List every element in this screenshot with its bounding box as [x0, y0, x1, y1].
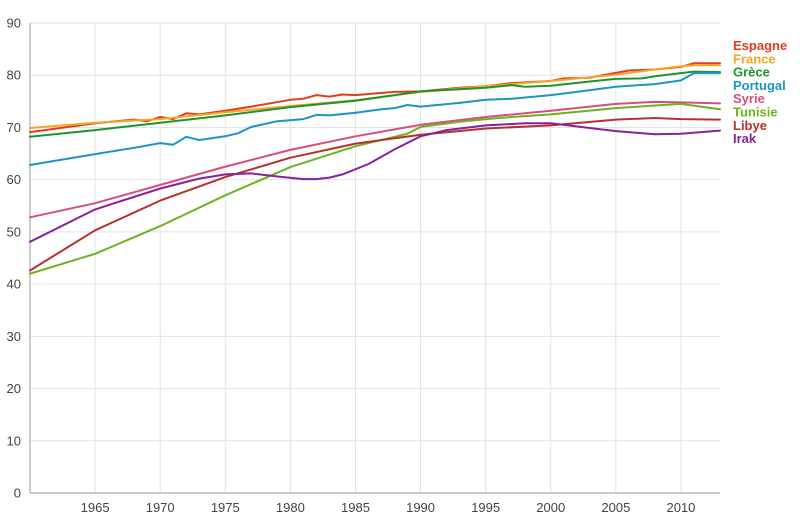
series-line-portugal	[29, 72, 721, 166]
x-tick-label: 1985	[341, 500, 370, 515]
x-tick-label: 1970	[146, 500, 175, 515]
legend-entry-libye: Libye	[733, 118, 767, 133]
x-tick-label: 1965	[81, 500, 110, 515]
y-tick-label: 10	[7, 433, 21, 448]
y-tick-label: 30	[7, 329, 21, 344]
series-line-tunisie	[29, 102, 721, 275]
x-tick-label: 1975	[211, 500, 240, 515]
axes	[29, 23, 720, 494]
y-tick-label: 40	[7, 277, 21, 292]
x-tick-label: 1990	[406, 500, 435, 515]
y-tick-label: 90	[7, 16, 21, 31]
series-lines	[29, 62, 721, 275]
y-tick-label: 70	[7, 120, 21, 135]
series-line-syrie	[29, 100, 721, 219]
x-tick-label: 1980	[276, 500, 305, 515]
legend-entry-france: France	[733, 51, 776, 66]
x-tick-label: 2005	[601, 500, 630, 515]
y-tick-label: 20	[7, 381, 21, 396]
x-tick-label: 2010	[666, 500, 695, 515]
y-tick-label: 60	[7, 172, 21, 187]
y-tick-label: 0	[14, 486, 21, 501]
y-tick-labels: 0 10 20 30 40 50 60 70 80 90	[7, 16, 21, 501]
legend-entry-grèce: Grèce	[733, 65, 770, 80]
x-tick-label: 1995	[471, 500, 500, 515]
legend-entry-irak: Irak	[733, 131, 757, 146]
x-tick-label: 2000	[536, 500, 565, 515]
series-line-irak	[29, 122, 721, 243]
grid	[30, 22, 720, 493]
legend: EspagneFranceGrècePortugalSyrieTunisieLi…	[733, 38, 787, 146]
legend-entry-syrie: Syrie	[733, 91, 765, 106]
legend-entry-portugal: Portugal	[733, 78, 786, 93]
legend-entry-espagne: Espagne	[733, 38, 787, 53]
x-tick-labels: 1965 1970 1975 1980 1985 1990 1995 2000 2005 2010	[81, 500, 696, 515]
y-tick-label: 80	[7, 68, 21, 83]
legend-entry-tunisie: Tunisie	[733, 105, 778, 120]
y-tick-label: 50	[7, 224, 21, 239]
series-line-libye	[29, 117, 721, 272]
series-line-grèce	[29, 70, 721, 138]
